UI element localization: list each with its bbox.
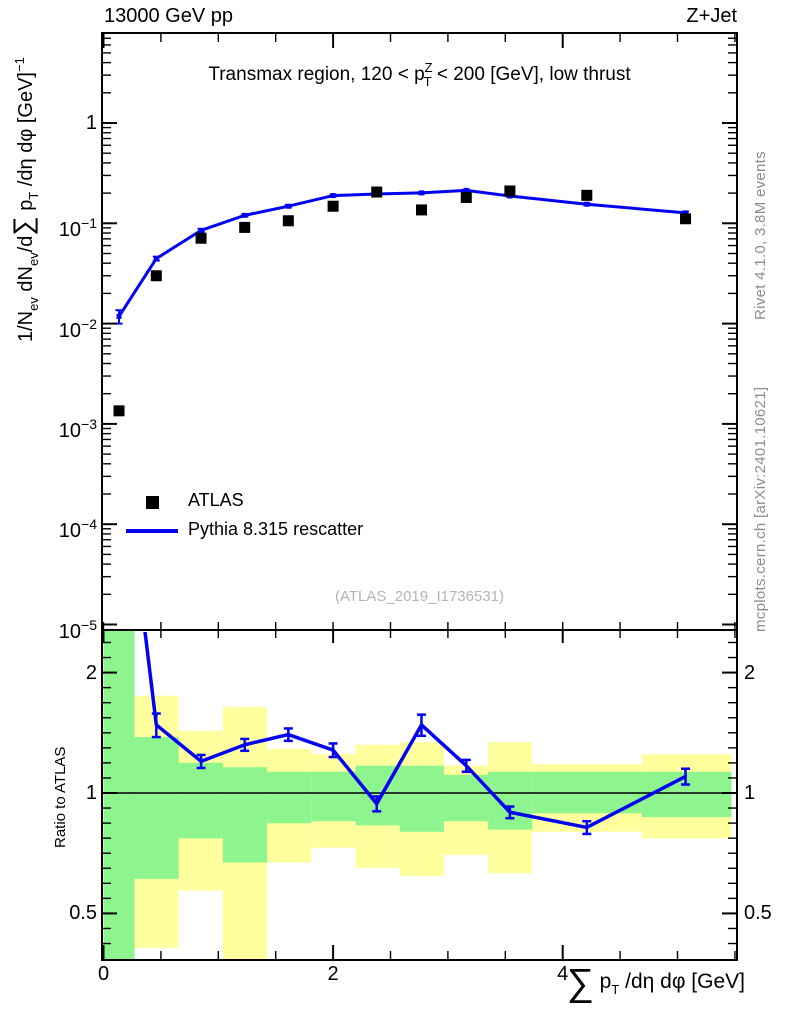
- atlas-data-point: [581, 189, 593, 201]
- pythia-curve: [117, 188, 686, 318]
- legend-label-pythia: Pythia 8.315 rescatter: [188, 519, 364, 539]
- x-tick-label: 2: [327, 963, 339, 985]
- generator-note: Rivet 4.1.0, 3.8M events: [752, 151, 769, 320]
- ratio-band-green: [222, 767, 268, 863]
- ratio-y-tick-label-left: 1: [85, 782, 97, 804]
- pythia-point-marker: [198, 227, 204, 233]
- ratio-band-green: [267, 771, 312, 824]
- plot-title: Transmax region, 120 < pZT < 200 [GeV], …: [208, 60, 631, 89]
- main-y-tick-label: 10−2: [58, 315, 97, 342]
- main-panel-frame: [101, 32, 738, 631]
- atlas-data-point: [239, 221, 251, 233]
- atlas-data-point: [371, 186, 383, 198]
- ratio-y-tick-label-right: 2: [744, 661, 756, 684]
- atlas-data-point: [460, 191, 472, 203]
- atlas-data-point: [282, 215, 294, 227]
- process-label: Z+Jet: [686, 5, 737, 27]
- ratio-panel-frame: [101, 629, 738, 961]
- ratio-band-green: [178, 762, 223, 839]
- main-y-tick-label: 10−5: [58, 616, 97, 643]
- ratio-y-tick-label-right: 0.5: [744, 902, 772, 925]
- main-y-tick-label: 1: [85, 112, 97, 134]
- atlas-data-point: [150, 270, 162, 282]
- legend-label-atlas: ATLAS: [188, 490, 244, 510]
- pythia-point-marker: [285, 203, 291, 209]
- x-tick-label: 0: [97, 963, 110, 985]
- ratio-curve: [143, 632, 687, 830]
- pythia-point-marker: [418, 190, 424, 196]
- pythia-point-marker: [153, 256, 159, 262]
- ratio-band-green: [311, 771, 356, 822]
- analysis-watermark: (ATLAS_2019_I1736531): [334, 588, 504, 605]
- mcplots-note: mcplots.cern.ch [arXiv:2401.10621]: [752, 386, 769, 632]
- atlas-marker-icon: [146, 496, 159, 509]
- atlas-data-point: [415, 204, 427, 216]
- main-y-tick-label: 10−4: [58, 516, 97, 543]
- beam-info: 13000 GeV pp: [104, 5, 233, 27]
- ratio-y-tick-label-right: 1: [744, 782, 756, 804]
- pythia-point-marker: [584, 201, 590, 207]
- main-y-tick-label: 10−3: [58, 415, 97, 442]
- atlas-data-point: [504, 185, 516, 197]
- atlas-data-point: [680, 213, 692, 225]
- pythia-point-marker: [330, 193, 336, 199]
- atlas-data-point: [195, 232, 207, 244]
- pythia-point-marker: [463, 187, 469, 193]
- pythia-line-icon: [126, 529, 178, 533]
- ratio-band-green: [488, 771, 533, 830]
- pythia-point-marker: [683, 210, 689, 216]
- ratio-y-tick-label-left: 2: [85, 661, 97, 684]
- ratio-band-green: [103, 631, 135, 959]
- ratio-y-tick-label-left: 0.5: [69, 902, 97, 925]
- pythia-point-marker: [116, 313, 122, 319]
- main-y-tick-label: 10−1: [58, 215, 97, 242]
- pythia-point-marker: [242, 212, 248, 218]
- y-axis-title: 1/Nev dNev/d∑ pT /dη dφ [GeV]−1: [8, 57, 41, 342]
- ratio-band-green: [399, 765, 444, 832]
- x-axis-title: ∑ pT /dη dφ [GeV]: [566, 962, 745, 1004]
- atlas-data-point: [327, 200, 339, 212]
- atlas-data-point: [113, 405, 125, 417]
- ratio-band-green: [134, 737, 179, 879]
- x-tick-label: 4: [557, 963, 569, 985]
